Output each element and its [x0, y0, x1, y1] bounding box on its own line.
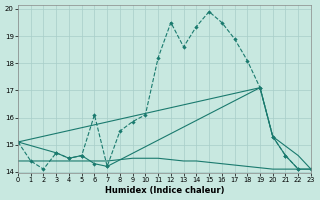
X-axis label: Humidex (Indice chaleur): Humidex (Indice chaleur) [105, 186, 224, 195]
